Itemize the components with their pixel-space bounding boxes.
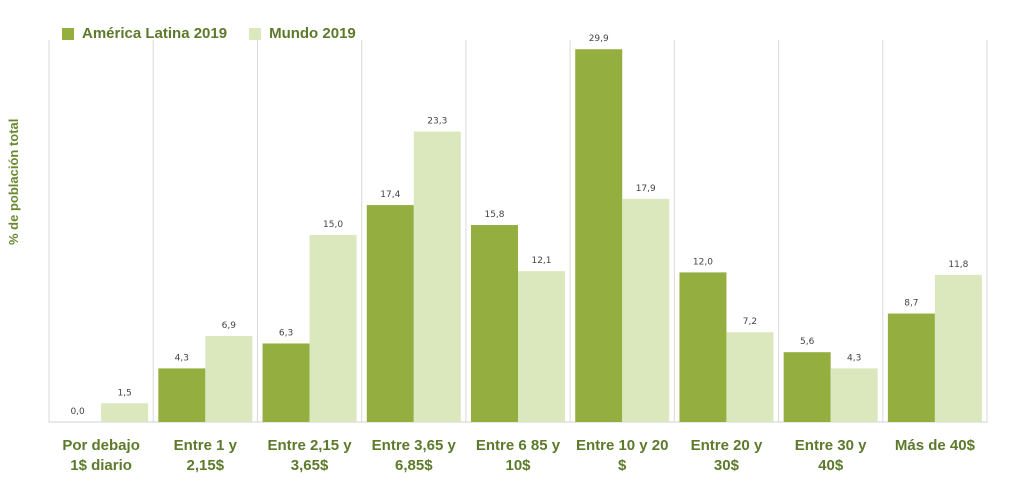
data-label: 17,4 <box>380 190 400 200</box>
category-label: 30$ <box>714 457 740 474</box>
legend-label-america-latina: América Latina 2019 <box>82 25 228 42</box>
category-label: Entre 10 y 20 <box>576 437 669 454</box>
category-label: 40$ <box>818 457 844 474</box>
bar-america-latina <box>158 368 206 422</box>
bar-mundo <box>726 332 774 422</box>
bar-america-latina <box>575 49 623 422</box>
bar-mundo <box>830 368 878 422</box>
bar-mundo <box>413 131 461 422</box>
bar-mundo <box>101 403 149 422</box>
category-label: $ <box>618 457 627 474</box>
legend-swatch-america-latina <box>62 27 74 40</box>
category-label: Entre 2,15 y <box>267 437 352 454</box>
category-label: 1$ diario <box>70 457 132 474</box>
data-label: 8,7 <box>904 299 918 309</box>
data-label: 4,3 <box>847 353 861 363</box>
data-label: 15,8 <box>484 210 504 220</box>
data-label: 15,0 <box>323 220 343 230</box>
data-label: 29,9 <box>589 34 609 44</box>
category-label: Entre 20 y <box>691 437 763 454</box>
legend-item-america-latina: América Latina 2019 <box>62 25 227 42</box>
data-label: 1,5 <box>117 388 131 398</box>
category-label: Entre 30 y <box>795 437 867 454</box>
category-label: Entre 3,65 y <box>372 437 457 454</box>
data-label: 0,0 <box>70 407 85 417</box>
data-label: 7,2 <box>743 317 757 327</box>
bar-mundo <box>309 235 357 422</box>
data-label: 6,3 <box>279 328 293 338</box>
category-label: Entre 6 85 y <box>476 437 561 454</box>
bar-america-latina <box>366 205 414 422</box>
category-label: Entre 1 y <box>174 437 238 454</box>
category-label: 6,85$ <box>395 457 433 474</box>
data-label: 6,9 <box>222 321 237 331</box>
category-label: Por debajo <box>62 437 140 454</box>
bar-america-latina <box>783 352 831 422</box>
bar-mundo <box>518 271 565 422</box>
bar-america-latina <box>471 225 518 422</box>
bar-mundo <box>934 274 982 422</box>
category-label: 10$ <box>505 457 531 474</box>
bar-america-latina <box>262 343 310 422</box>
bar-america-latina <box>679 272 727 422</box>
data-label: 12,0 <box>693 257 713 267</box>
legend-swatch-mundo <box>249 27 262 40</box>
category-label: 3,65$ <box>291 457 329 474</box>
legend-item-mundo: Mundo 2019 <box>249 25 356 42</box>
data-label: 5,6 <box>800 337 815 347</box>
data-label: 4,3 <box>175 353 189 363</box>
data-label: 17,9 <box>636 184 656 194</box>
data-label: 23,3 <box>427 117 447 127</box>
category-label: 2,15$ <box>187 457 225 474</box>
category-label: Más de 40$ <box>895 437 976 454</box>
bar-america-latina <box>887 313 935 422</box>
legend-label-mundo: Mundo 2019 <box>269 25 356 42</box>
data-label: 11,8 <box>948 260 968 270</box>
bar-mundo <box>622 198 670 422</box>
legend: América Latina 2019 Mundo 2019 <box>62 25 356 42</box>
data-label: 12,1 <box>531 256 551 266</box>
bar-mundo <box>205 335 253 422</box>
